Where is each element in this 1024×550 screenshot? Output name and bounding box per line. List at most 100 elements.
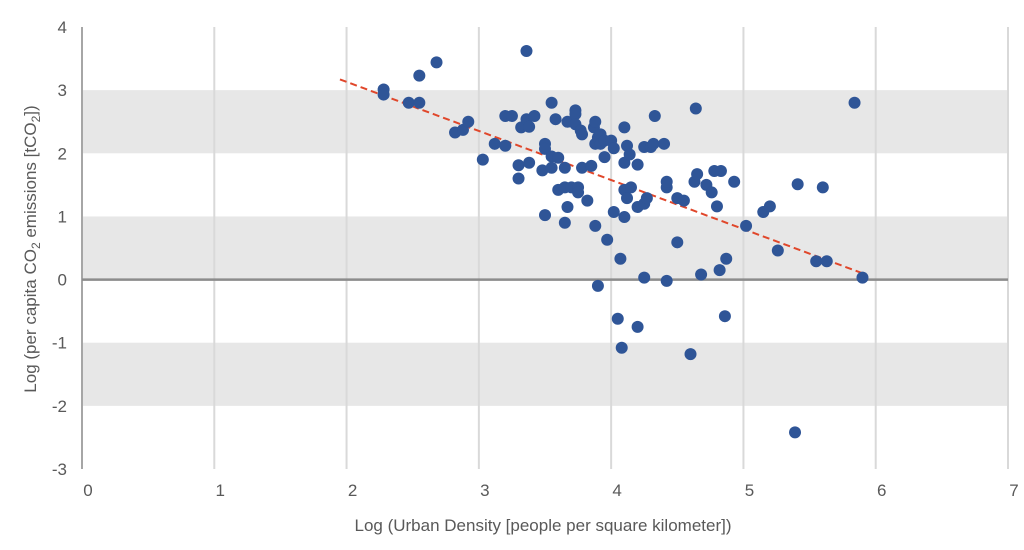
data-point: [488, 137, 501, 150]
y-tick-label: 1: [58, 207, 67, 226]
data-point: [816, 181, 829, 194]
data-point: [623, 148, 636, 161]
data-point: [631, 320, 644, 333]
data-point: [615, 341, 628, 354]
data-point: [607, 142, 620, 155]
data-point: [377, 88, 390, 101]
data-point: [820, 255, 833, 268]
y-tick-label: 2: [58, 144, 67, 163]
background-bands: [82, 90, 1008, 406]
data-point: [684, 348, 697, 361]
data-point: [598, 151, 611, 164]
data-point: [710, 200, 723, 213]
data-point: [413, 69, 426, 82]
data-point: [611, 312, 624, 325]
x-tick-label: 6: [877, 481, 886, 500]
data-points: [377, 44, 869, 439]
x-tick-label: 4: [612, 481, 621, 500]
data-point: [499, 139, 512, 152]
data-point: [545, 161, 558, 174]
data-point: [591, 279, 604, 292]
data-point: [856, 271, 869, 284]
data-point: [523, 156, 536, 169]
data-point: [621, 192, 634, 205]
data-point: [728, 175, 741, 188]
data-point: [589, 115, 602, 128]
data-point: [581, 194, 594, 207]
data-point: [640, 192, 653, 205]
data-point: [848, 96, 861, 109]
data-point: [695, 268, 708, 281]
data-point: [576, 128, 589, 141]
data-point: [462, 115, 475, 128]
data-point: [572, 186, 585, 199]
x-tick-label: 3: [480, 481, 489, 500]
data-point: [476, 153, 489, 166]
data-point: [624, 181, 637, 194]
data-point: [647, 137, 660, 150]
x-tick-label: 7: [1009, 481, 1018, 500]
data-point: [589, 219, 602, 232]
data-point: [714, 164, 727, 177]
y-tick-label: -3: [52, 460, 67, 479]
grid-band: [82, 342, 1008, 406]
data-point: [576, 161, 589, 174]
data-point: [638, 271, 651, 284]
data-point: [413, 96, 426, 109]
data-point: [810, 255, 823, 268]
data-point: [539, 209, 551, 222]
data-point: [740, 219, 753, 232]
trendline: [339, 78, 863, 275]
data-point: [561, 200, 574, 213]
y-tick-label: -1: [52, 334, 67, 353]
x-axis-tick-labels: 0 1 2 3 4 5 6 7: [83, 481, 1018, 500]
data-point: [614, 252, 627, 265]
data-point: [402, 96, 415, 109]
y-tick-label: -2: [52, 397, 67, 416]
data-point: [528, 110, 541, 123]
data-point: [618, 121, 631, 134]
data-point: [660, 274, 673, 287]
data-point: [545, 96, 558, 109]
data-point: [549, 113, 562, 126]
x-tick-label: 5: [745, 481, 754, 500]
data-point: [631, 158, 644, 171]
x-tick-label: 2: [348, 481, 357, 500]
data-point: [677, 194, 690, 207]
data-point: [791, 178, 804, 191]
data-point: [520, 44, 533, 57]
data-point: [523, 120, 536, 133]
y-axis-tick-labels: -3 -2 -1 0 1 2 3 4: [52, 18, 67, 479]
data-point: [771, 244, 784, 257]
data-point: [558, 161, 571, 174]
data-point: [618, 211, 631, 224]
x-tick-label: 0: [83, 481, 92, 500]
data-point: [671, 236, 684, 249]
data-point: [512, 172, 525, 185]
data-point: [718, 310, 731, 323]
data-point: [789, 426, 802, 439]
y-axis-title: Log (per capita CO2 emissions [tCO2]): [21, 105, 43, 392]
data-point: [689, 102, 702, 115]
data-point: [720, 252, 733, 265]
x-axis-title: Log (Urban Density [people per square ki…: [354, 516, 731, 535]
data-point: [691, 168, 704, 181]
data-point: [536, 164, 549, 177]
data-point: [505, 110, 518, 123]
y-tick-label: 0: [58, 271, 67, 290]
grid-band: [82, 216, 1008, 280]
data-point: [569, 108, 582, 121]
data-point: [607, 206, 620, 219]
data-point: [705, 186, 718, 199]
y-tick-label: 4: [58, 18, 67, 37]
data-point: [713, 264, 726, 277]
vertical-gridlines: [81, 27, 1009, 469]
data-point: [552, 151, 565, 164]
data-point: [763, 200, 776, 213]
data-point: [558, 216, 571, 229]
y-tick-label: 3: [58, 81, 67, 100]
data-point: [658, 137, 671, 150]
data-point: [512, 159, 525, 172]
x-tick-label: 1: [216, 481, 225, 500]
